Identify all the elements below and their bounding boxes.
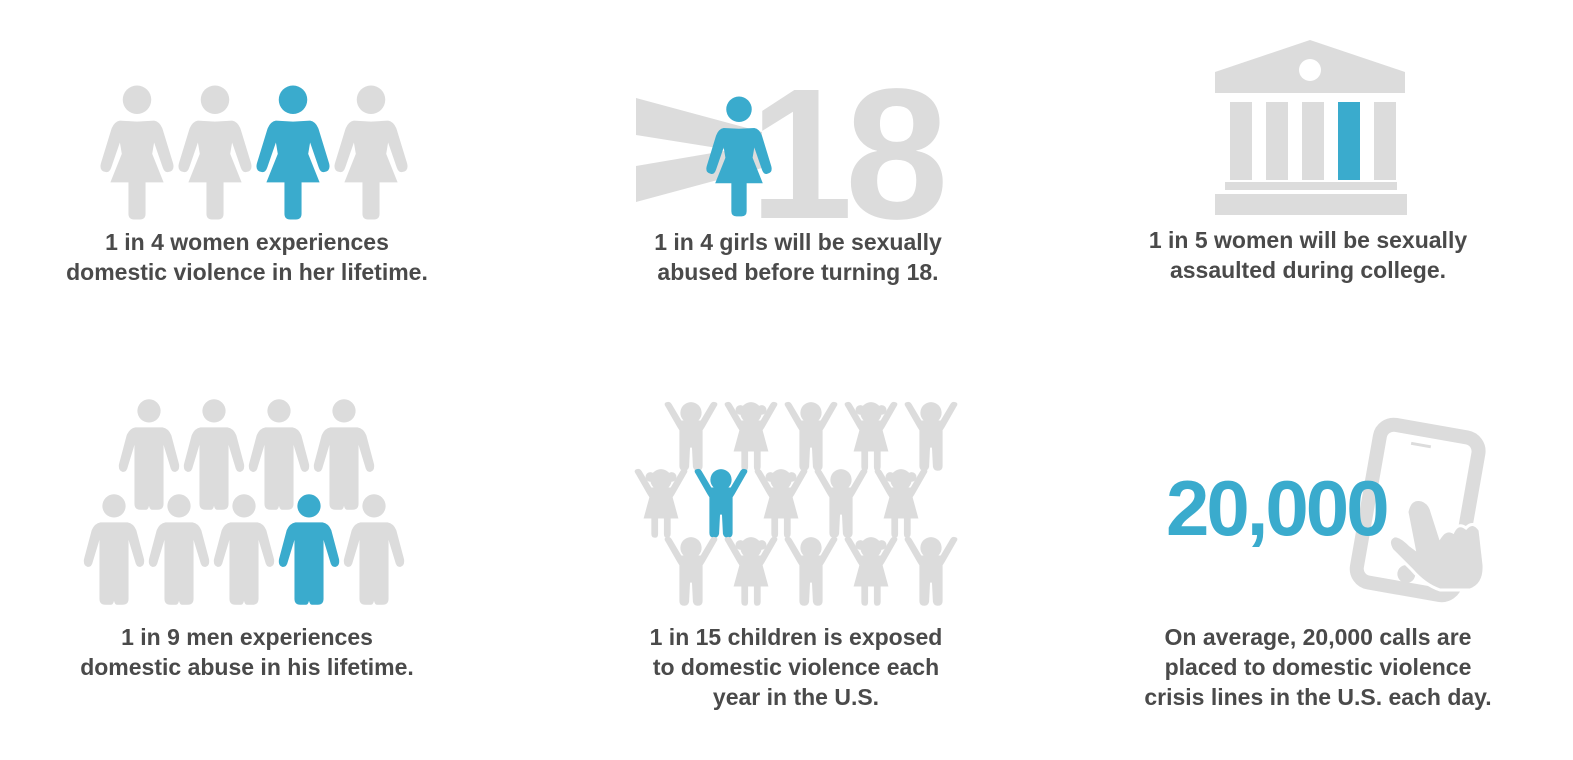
child-figure-icon [694,468,748,538]
building-column [1302,102,1324,180]
child-figure-icon [844,401,898,471]
caption-line: to domestic violence each [652,654,940,680]
caption-college: 1 in 5 women will be sexually assaulted … [1068,225,1548,285]
child-figure-icon [844,536,898,606]
caption-line: year in the U.S. [712,684,880,710]
man-figure-icon [183,399,245,510]
man-figure-icon [118,399,180,510]
man-figure-icon [313,399,375,510]
calls-number: 20,000 [1166,464,1387,552]
man-figure-icon [248,399,310,510]
caption-line: 1 in 9 men experiences [121,624,373,650]
caption-line: 1 in 5 women will be sexually [1148,227,1468,253]
caption-children: 1 in 15 children is exposed to domestic … [556,622,1036,712]
caption-women: 1 in 4 women experiences domestic violen… [7,227,487,287]
caption-line: domestic abuse in his lifetime. [80,654,414,680]
children-figures [634,401,958,606]
child-figure-icon [904,536,958,606]
women-figures [100,85,408,220]
men-figures [83,399,405,605]
man-figure-icon [278,494,340,605]
woman-figure-icon [256,85,330,220]
woman-figure-icon [100,85,174,220]
caption-line: crisis lines in the U.S. each day. [1144,684,1492,710]
caption-line: assaulted during college. [1169,257,1447,283]
child-figure-icon [664,401,718,471]
caption-line: 1 in 4 girls will be sexually [654,229,942,255]
child-figure-icon [724,401,778,471]
child-figure-icon [874,468,928,538]
child-figure-icon [904,401,958,471]
woman-figure-icon [178,85,252,220]
child-figure-icon [784,536,838,606]
child-figure-icon [754,468,808,538]
college-building-icon [1215,40,1407,215]
child-figure-icon [634,468,688,538]
building-column [1374,102,1396,180]
girl-under-18-graphic: 18 [636,51,951,258]
man-figure-icon [148,494,210,605]
building-column [1266,102,1288,180]
building-column [1338,102,1360,180]
caption-girls: 1 in 4 girls will be sexually abused bef… [558,227,1038,287]
building-column [1230,102,1252,180]
caption-men: 1 in 9 men experiences domestic abuse in… [7,622,487,682]
age-18-text: 18 [750,51,943,258]
child-figure-icon [784,401,838,471]
man-figure-icon [213,494,275,605]
child-figure-icon [664,536,718,606]
child-figure-icon [814,468,868,538]
child-figure-icon [724,536,778,606]
caption-calls: On average, 20,000 calls are placed to d… [1078,622,1558,712]
caption-line: 1 in 4 women experiences [105,229,389,255]
caption-line: On average, 20,000 calls are [1164,624,1472,650]
caption-line: abused before turning 18. [657,259,939,285]
caption-line: 1 in 15 children is exposed [649,624,943,650]
caption-line: placed to domestic violence [1164,654,1472,680]
man-figure-icon [343,494,405,605]
caption-line: domestic violence in her lifetime. [66,259,428,285]
pointing-hand-icon [1387,498,1486,592]
man-figure-icon [83,494,145,605]
woman-figure-icon [334,85,408,220]
